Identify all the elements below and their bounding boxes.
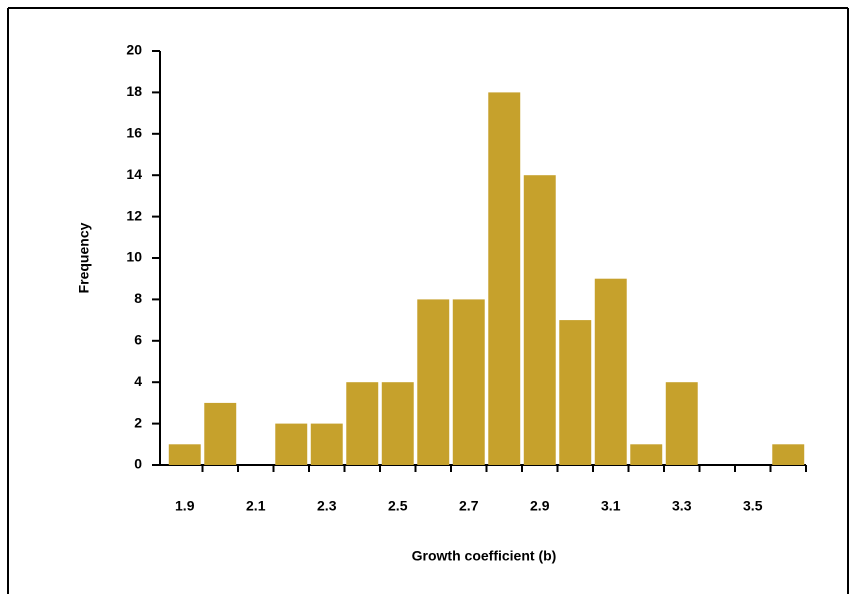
x-tick-label: 2.7 bbox=[459, 498, 479, 514]
bar bbox=[346, 382, 379, 465]
bar bbox=[772, 444, 805, 465]
x-tick-label: 3.3 bbox=[672, 498, 692, 514]
bar bbox=[488, 92, 521, 466]
bar bbox=[204, 402, 237, 465]
y-tick-label: 4 bbox=[134, 373, 142, 389]
bar bbox=[417, 299, 450, 465]
bar bbox=[594, 278, 627, 465]
y-tick-label: 2 bbox=[134, 414, 142, 430]
bar bbox=[168, 444, 201, 465]
y-tick-label: 6 bbox=[134, 332, 142, 348]
y-axis-title: Frequency bbox=[76, 222, 92, 293]
y-tick-label: 10 bbox=[126, 249, 142, 265]
x-axis-title: Growth coefficient (b) bbox=[412, 548, 557, 564]
y-tick-label: 16 bbox=[126, 125, 142, 141]
x-tick-label: 3.1 bbox=[601, 498, 621, 514]
bar bbox=[452, 299, 485, 465]
bar bbox=[665, 382, 698, 465]
y-tick-label: 0 bbox=[134, 456, 142, 472]
x-tick-label: 2.9 bbox=[530, 498, 550, 514]
x-tick-label: 2.5 bbox=[388, 498, 408, 514]
y-tick-label: 14 bbox=[126, 166, 142, 182]
x-tick-label: 2.1 bbox=[246, 498, 266, 514]
y-tick-label: 20 bbox=[126, 42, 142, 58]
bar bbox=[630, 444, 663, 465]
y-tick-label: 8 bbox=[134, 290, 142, 306]
bar bbox=[559, 320, 592, 465]
y-tick-label: 12 bbox=[126, 207, 142, 223]
x-tick-label: 2.3 bbox=[317, 498, 337, 514]
x-tick-label: 3.5 bbox=[743, 498, 763, 514]
x-tick-label: 1.9 bbox=[175, 498, 195, 514]
bar bbox=[310, 423, 343, 465]
bar bbox=[523, 175, 556, 465]
bar bbox=[381, 382, 414, 465]
bar bbox=[275, 423, 308, 465]
y-tick-label: 18 bbox=[126, 83, 142, 99]
